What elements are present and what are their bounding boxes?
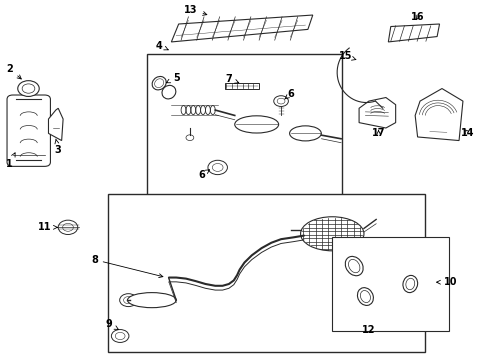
Polygon shape: [387, 24, 439, 42]
Polygon shape: [224, 83, 259, 89]
Polygon shape: [48, 108, 63, 140]
Ellipse shape: [360, 291, 370, 303]
Polygon shape: [358, 98, 395, 128]
Text: 2: 2: [6, 64, 21, 79]
Circle shape: [22, 84, 35, 93]
Text: 6: 6: [198, 170, 209, 180]
Ellipse shape: [405, 278, 414, 290]
Text: 9: 9: [105, 319, 118, 329]
Text: 4: 4: [156, 41, 168, 50]
Ellipse shape: [289, 126, 321, 141]
Ellipse shape: [234, 116, 278, 133]
Polygon shape: [414, 89, 462, 140]
Circle shape: [18, 81, 39, 96]
Circle shape: [212, 163, 223, 171]
Text: 12: 12: [361, 325, 375, 335]
Text: 5: 5: [166, 73, 179, 83]
Circle shape: [115, 332, 125, 339]
Circle shape: [62, 224, 73, 231]
Ellipse shape: [300, 217, 363, 251]
Text: 16: 16: [410, 12, 424, 22]
Ellipse shape: [348, 260, 359, 273]
Text: 7: 7: [225, 74, 238, 84]
Circle shape: [58, 220, 78, 234]
Ellipse shape: [127, 293, 176, 308]
Circle shape: [273, 96, 288, 107]
Bar: [108, 194, 424, 352]
Ellipse shape: [154, 79, 163, 87]
Circle shape: [123, 297, 133, 304]
Text: 17: 17: [371, 129, 385, 138]
FancyBboxPatch shape: [7, 95, 50, 166]
Ellipse shape: [162, 85, 176, 99]
Ellipse shape: [345, 256, 363, 276]
Text: 14: 14: [460, 129, 474, 138]
Text: 15: 15: [339, 51, 355, 61]
Circle shape: [111, 329, 129, 342]
Circle shape: [120, 294, 137, 307]
Text: 1: 1: [6, 153, 15, 169]
Text: 11: 11: [38, 222, 57, 232]
Ellipse shape: [152, 76, 166, 90]
Ellipse shape: [357, 288, 373, 305]
Text: 3: 3: [55, 139, 61, 154]
Text: 10: 10: [436, 277, 456, 287]
Ellipse shape: [402, 275, 417, 293]
Bar: [331, 237, 448, 330]
Text: 6: 6: [284, 89, 294, 99]
Text: 8: 8: [91, 255, 163, 278]
Polygon shape: [171, 15, 312, 42]
Circle shape: [185, 135, 193, 140]
Text: 13: 13: [184, 5, 206, 15]
Circle shape: [277, 98, 285, 104]
Bar: [147, 54, 341, 209]
Circle shape: [207, 160, 227, 175]
